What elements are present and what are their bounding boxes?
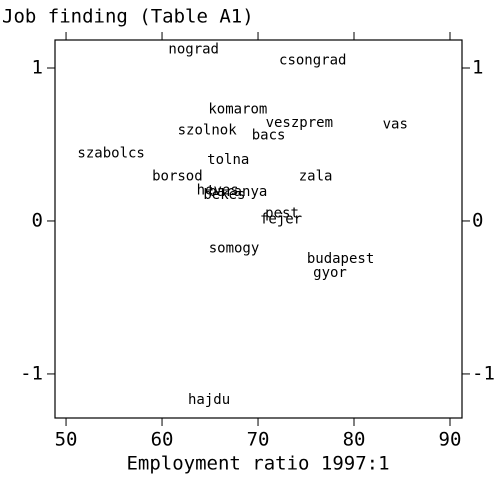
point-label: zala bbox=[299, 169, 333, 185]
point-label: heves bbox=[197, 182, 239, 198]
point-label: bekes bbox=[203, 187, 245, 203]
x-tick-label: 60 bbox=[151, 429, 174, 451]
point-label: nograd bbox=[168, 42, 219, 58]
y-tick-label: 0 bbox=[32, 209, 43, 231]
y-tick-label-right: 0 bbox=[472, 209, 483, 231]
y-tick-label: 1 bbox=[32, 56, 43, 78]
chart-title: Job finding (Table A1) bbox=[2, 6, 254, 28]
point-label: pest bbox=[265, 205, 299, 221]
y-tick-label-right: 1 bbox=[472, 56, 483, 78]
point-label: szabolcs bbox=[77, 146, 144, 162]
point-label: tolna bbox=[207, 152, 249, 168]
point-label: komarom bbox=[208, 101, 267, 117]
point-label: gyor bbox=[313, 265, 347, 281]
point-label: borsod bbox=[152, 169, 203, 185]
point-label: bacs bbox=[252, 127, 286, 143]
point-label: baranya bbox=[208, 184, 267, 200]
point-label: szolnok bbox=[178, 123, 238, 139]
x-tick-label: 70 bbox=[247, 429, 270, 451]
y-tick-label: -1 bbox=[20, 362, 43, 384]
point-label: csongrad bbox=[279, 52, 346, 68]
x-tick-label: 80 bbox=[343, 429, 366, 451]
point-label: somogy bbox=[209, 241, 260, 257]
point-label: vas bbox=[383, 117, 408, 133]
point-label: hajdu bbox=[188, 392, 230, 408]
point-label: fejer bbox=[260, 211, 302, 227]
x-tick-label: 50 bbox=[55, 429, 78, 451]
x-axis-label: Employment ratio 1997:1 bbox=[126, 453, 389, 475]
x-tick-label: 90 bbox=[439, 429, 462, 451]
point-label: veszprem bbox=[266, 115, 333, 131]
point-label: budapest bbox=[307, 251, 374, 267]
y-tick-label-right: -1 bbox=[472, 362, 495, 384]
plot-frame bbox=[54, 39, 463, 419]
